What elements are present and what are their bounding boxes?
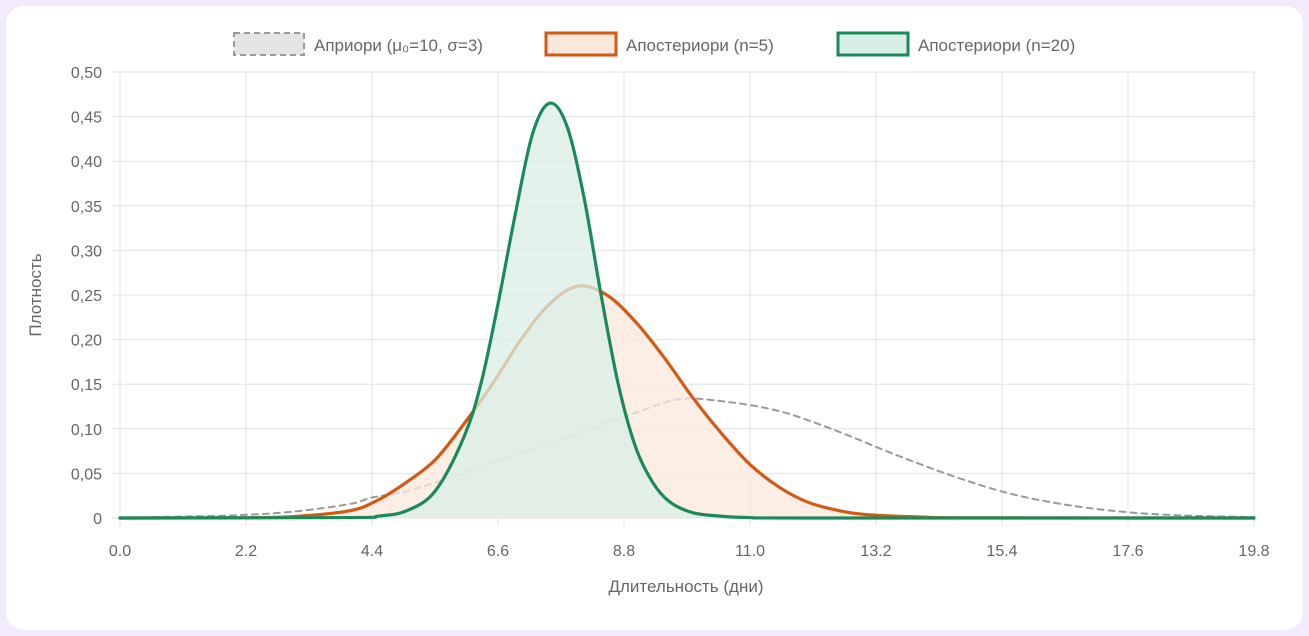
y-tick-label: 0,25 [71, 288, 102, 305]
chart-card [6, 6, 1303, 630]
series-layer [118, 101, 1256, 520]
legend-label: Апостериори (n=20) [918, 36, 1075, 55]
x-tick-label: 4.4 [361, 543, 383, 560]
x-tick-label: 8.8 [613, 543, 635, 560]
series-line-prior[interactable] [119, 397, 1255, 519]
legend-label: Априори (μ₀=10, σ=3) [314, 36, 483, 55]
legend-label: Апостериори (n=5) [626, 36, 774, 55]
x-tick-label: 11.0 [735, 543, 765, 560]
y-tick-label: 0,05 [71, 466, 102, 483]
x-tick-label: 17.6 [1112, 543, 1143, 560]
legend-swatch [544, 31, 618, 57]
y-tick-label: 0,50 [71, 65, 102, 82]
y-tick-label: 0 [93, 511, 102, 528]
y-tick-label: 0,45 [71, 110, 102, 127]
series-area-posterior-n5 [120, 285, 1254, 518]
x-tick-label: 0.0 [109, 543, 131, 560]
x-tick-label: 13.2 [860, 543, 891, 560]
series-line-posterior-n5[interactable] [118, 284, 1256, 520]
legend-swatch [233, 32, 305, 56]
y-tick-label: 0,40 [71, 154, 102, 171]
x-tick-label: 6.6 [487, 543, 509, 560]
y-tick-label: 0,15 [71, 377, 102, 394]
y-axis-title: Плотность [26, 253, 45, 336]
series-line-posterior-n20[interactable] [118, 101, 1256, 520]
x-tick-label: 15.4 [986, 543, 1017, 560]
legend-item-prior[interactable]: Априори (μ₀=10, σ=3) [233, 32, 483, 56]
y-tick-label: 0,10 [71, 422, 102, 439]
legend-item-posterior-n20[interactable]: Апостериори (n=20) [836, 31, 1075, 57]
x-tick-label: 2.2 [235, 543, 257, 560]
axis-ticks: 0 0,05 0,10 0,15 0,20 0,25 0,30 0,35 0,40 0,45 0,5… [71, 65, 1270, 560]
x-tick-label: 19.8 [1238, 543, 1269, 560]
legend-swatch [836, 31, 910, 57]
y-tick-label: 0,30 [71, 243, 102, 260]
y-tick-label: 0,20 [71, 333, 102, 350]
legend[interactable]: Априори (μ₀=10, σ=3) Апостериори (n=5) Апо… [233, 31, 1075, 57]
x-axis-title: Длительность (дни) [608, 577, 763, 596]
legend-item-posterior-n5[interactable]: Апостериори (n=5) [544, 31, 774, 57]
y-tick-label: 0,35 [71, 199, 102, 216]
